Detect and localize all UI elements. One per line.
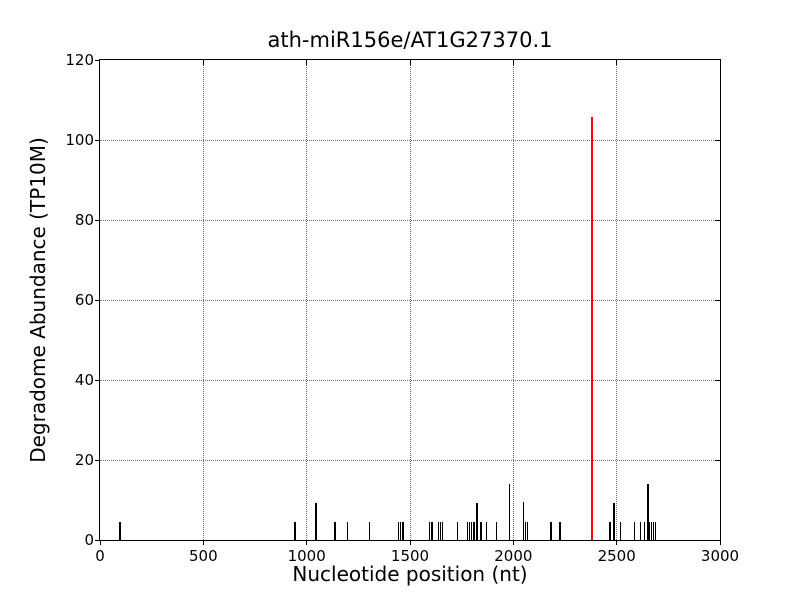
data-spike <box>439 521 442 540</box>
data-spike <box>559 521 561 540</box>
data-spike <box>473 521 475 540</box>
data-spike <box>400 521 402 540</box>
y-tick-label: 0 <box>84 531 94 549</box>
data-spike <box>431 521 433 540</box>
data-spike <box>650 521 653 540</box>
data-spike <box>654 521 656 540</box>
data-spike <box>508 484 510 540</box>
y-tick-left <box>95 299 100 301</box>
y-tick-left <box>95 539 100 541</box>
data-spike <box>470 521 473 540</box>
y-gridline <box>100 299 720 301</box>
data-spike <box>652 521 655 540</box>
data-spike <box>620 521 622 540</box>
y-tick-right <box>715 459 720 461</box>
data-spike <box>397 521 399 540</box>
y-tick-label: 40 <box>74 371 94 389</box>
x-tick-bottom <box>409 540 411 545</box>
x-tick-bottom <box>202 540 204 545</box>
y-tick-left <box>95 379 100 381</box>
y-tick-right <box>715 379 720 381</box>
y-tick-left <box>95 139 100 141</box>
x-tick-top <box>202 60 204 65</box>
data-spike <box>315 502 317 540</box>
data-spike <box>643 521 646 540</box>
data-spike <box>524 521 526 540</box>
data-spike <box>480 521 482 540</box>
data-spike <box>496 521 498 540</box>
x-gridline <box>512 60 514 540</box>
y-tick-label: 60 <box>74 291 94 309</box>
x-gridline <box>616 60 618 540</box>
x-gridline <box>306 60 308 540</box>
x-tick-label: 1500 <box>390 547 430 565</box>
x-tick-bottom <box>99 540 101 545</box>
data-spike <box>428 521 431 540</box>
data-spike <box>402 521 404 540</box>
data-spike <box>334 521 336 540</box>
x-tick-label: 2000 <box>494 547 533 565</box>
x-tick-label: 1000 <box>287 547 326 565</box>
data-spike <box>550 521 552 540</box>
data-spike <box>613 502 615 540</box>
y-tick-label: 120 <box>65 51 94 69</box>
y-gridline <box>100 139 720 141</box>
plot-area: 0 500 1000 1500 2000 2500 3000 0 20 40 60 80 100 120 <box>65 51 739 565</box>
data-spike <box>633 521 635 540</box>
y-gridline <box>100 459 720 461</box>
chart-title: ath-miR156e/AT1G27370.1 <box>267 28 553 52</box>
y-tick-right <box>715 299 720 301</box>
x-gridline <box>409 60 411 540</box>
y-gridline <box>100 379 720 381</box>
x-tick-label: 2500 <box>597 547 636 565</box>
data-spike <box>648 521 650 540</box>
data-spike <box>441 521 443 540</box>
y-tick-left <box>95 219 100 221</box>
x-tick-bottom <box>719 540 721 545</box>
data-spike <box>609 521 611 540</box>
data-spike <box>294 521 296 540</box>
x-gridline <box>202 60 204 540</box>
y-tick-right <box>715 139 720 141</box>
data-spike <box>347 521 349 540</box>
x-tick-bottom <box>306 540 308 545</box>
data-spike <box>486 521 488 540</box>
y-tick-label: 20 <box>74 451 94 469</box>
x-tick-bottom <box>616 540 618 545</box>
data-spike <box>647 484 649 540</box>
data-spike <box>368 521 371 540</box>
x-tick-label: 500 <box>189 547 218 565</box>
x-tick-label: 3000 <box>700 547 740 565</box>
y-axis-label: Degradome Abundance (TP10M) <box>26 137 50 463</box>
data-spike <box>437 521 439 540</box>
data-spike <box>456 521 458 540</box>
data-spike <box>466 521 468 540</box>
data-spike <box>119 521 121 540</box>
y-tick-left <box>95 59 100 61</box>
x-axis-label: Nucleotide position (nt) <box>292 562 528 586</box>
x-tick-label: 0 <box>95 547 105 565</box>
data-spike <box>639 521 641 540</box>
y-tick-right <box>715 219 720 221</box>
x-tick-bottom <box>512 540 514 545</box>
x-tick-top <box>409 60 411 65</box>
x-tick-top <box>616 60 618 65</box>
y-tick-label: 100 <box>65 131 94 149</box>
y-gridline <box>100 219 720 221</box>
data-spike <box>468 521 471 540</box>
x-tick-top <box>306 60 308 65</box>
data-spike <box>522 502 524 540</box>
y-tick-left <box>95 459 100 461</box>
highlight-spike <box>590 117 594 540</box>
y-tick-label: 80 <box>74 211 94 229</box>
data-spike <box>526 521 528 540</box>
data-spike <box>476 502 478 540</box>
x-tick-top <box>512 60 514 65</box>
